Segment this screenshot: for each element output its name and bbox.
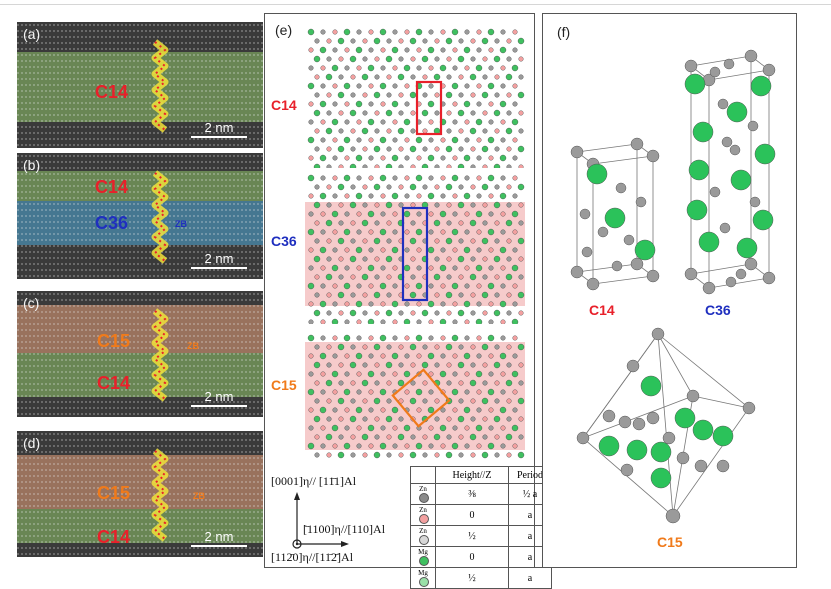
legend-row: Zn 0 a	[410, 504, 552, 526]
legend-header-row: Height//Z Period	[410, 466, 552, 484]
f-label-c14: C14	[589, 302, 615, 318]
unit-cell-c14	[570, 137, 660, 291]
legend-row: Mg ½ a	[410, 567, 552, 589]
mg-green-atom-icon	[419, 556, 429, 566]
legend-period: a	[508, 567, 552, 589]
zb-label-c: ZB	[187, 341, 199, 351]
phase-label-c-c15: C15	[97, 331, 131, 351]
scale-bar-a: 2 nm	[191, 120, 247, 138]
f-label-c36: C36	[705, 302, 731, 318]
scale-bar-b: 2 nm	[191, 251, 247, 269]
legend-height: 0	[435, 546, 509, 568]
scale-text-c: 2 nm	[204, 389, 234, 404]
legend-header-atom	[410, 466, 436, 484]
lattice-c14	[307, 28, 525, 168]
legend-row: Zn ⅜ ½ a	[410, 483, 552, 505]
panel-label-c: (c)	[23, 295, 40, 311]
panel-label-a: (a)	[23, 26, 41, 42]
scale-bar-d: 2 nm	[191, 529, 247, 547]
panel-label-e: (e)	[275, 22, 293, 38]
stem-panel-b: (b) C14 C36 ZB 2 nm	[17, 153, 263, 279]
panel-f: (f) C14 C36 C15	[542, 13, 797, 568]
unit-cell-c15	[576, 327, 756, 524]
e-label-c15: C15	[271, 377, 297, 393]
top-rule	[0, 4, 831, 5]
phase-label-b-c36: C36	[95, 213, 129, 233]
legend-height: ⅜	[435, 483, 509, 505]
panel-e: (e) C14 C36 C15 [0001]η// [11̄1]Al [̄110…	[264, 13, 535, 568]
e-label-c14: C14	[271, 97, 297, 113]
legend-row: Zn ½ a	[410, 525, 552, 547]
zn-pink-atom-icon	[419, 514, 429, 524]
legend-row: Mg 0 a	[410, 546, 552, 568]
zb-label-b: ZB	[175, 219, 187, 229]
axis-arrows	[292, 492, 349, 549]
stem-panel-d: (d) C15 C14 ZB 2 nm	[17, 431, 263, 557]
panel-label-b: (b)	[23, 157, 41, 173]
stem-image-c	[17, 291, 263, 417]
scale-text-a: 2 nm	[204, 120, 234, 135]
scale-text-b: 2 nm	[204, 251, 234, 266]
e-label-c36: C36	[271, 233, 297, 249]
zn-light-atom-icon	[419, 535, 429, 545]
phase-label-c-c14: C14	[97, 373, 131, 393]
atom-legend-table: Height//Z Period Zn ⅜ ½ a Zn 0 a Zn ½ a Mg 0 a M…	[410, 466, 552, 589]
stem-panel-a: (a) C14 2 nm	[17, 22, 263, 148]
f-label-c15: C15	[657, 534, 683, 550]
phase-label-d-c14: C14	[97, 527, 131, 547]
legend-atom-name: Zn	[419, 485, 427, 493]
axis-horizontal-label: [̄1100]η//[110]Al	[303, 522, 386, 536]
lattice-c36	[305, 174, 525, 324]
phase-label-d-c15: C15	[97, 483, 131, 503]
zn-gray-atom-icon	[419, 493, 429, 503]
legend-height: 0	[435, 504, 509, 526]
legend-atom-name: Zn	[419, 527, 427, 535]
stem-image-a	[17, 22, 263, 148]
mg-light-atom-icon	[419, 577, 429, 587]
legend-height: ½	[435, 525, 509, 547]
lattice-c15	[305, 334, 525, 459]
unit-cell-c36	[684, 49, 776, 295]
legend-height: ½	[435, 567, 509, 589]
scale-bar-c: 2 nm	[191, 389, 247, 407]
panel-label-d: (d)	[23, 435, 41, 451]
zb-label-d: ZB	[193, 491, 205, 501]
axis-vertical-label: [0001]η// [11̄1]Al	[271, 474, 357, 488]
phase-label-a-c14: C14	[95, 82, 129, 102]
scale-text-d: 2 nm	[204, 529, 234, 544]
legend-atom-name: Mg	[418, 569, 428, 577]
stem-image-b	[17, 153, 263, 279]
legend-atom-name: Zn	[419, 506, 427, 514]
legend-atom-name: Mg	[418, 548, 428, 556]
stem-panel-c: (c) C15 C14 ZB 2 nm	[17, 291, 263, 417]
axis-outofplane-label: [112̄0]η//[11̄2̄]Al	[271, 550, 354, 564]
panel-label-f: (f)	[557, 24, 571, 40]
phase-label-b-c14: C14	[95, 177, 129, 197]
legend-header-height: Height//Z	[435, 466, 509, 484]
stem-image-d	[17, 431, 263, 557]
